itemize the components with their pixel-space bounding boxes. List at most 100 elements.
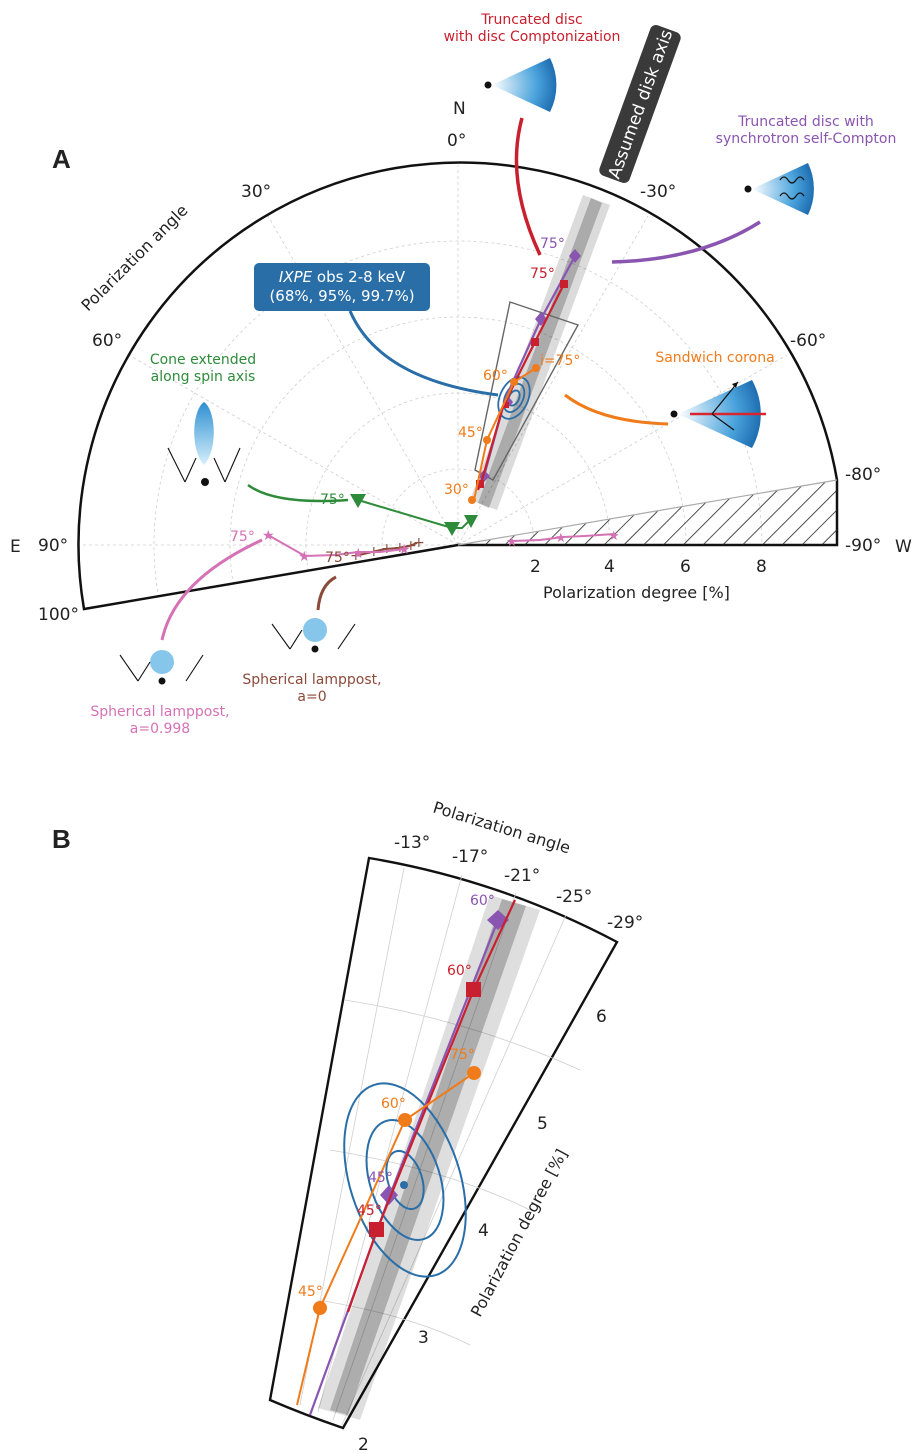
marker-lamp998-a-2: ★	[298, 549, 311, 565]
angle-tick-0: 0°	[447, 131, 466, 151]
b-pd-tick-6: 6	[596, 1007, 607, 1027]
b-pd-tick-3: 3	[418, 1328, 429, 1348]
pointer-cone	[247, 483, 349, 503]
track-cone-a	[357, 499, 471, 529]
b-pd-tick-2: 2	[358, 1435, 369, 1452]
pointer-sandwich	[564, 393, 669, 426]
marker-lamp998-a-4: ★	[398, 542, 411, 558]
panel-a-grid-ring	[381, 468, 535, 559]
marker-cone-a-3	[464, 515, 478, 528]
markers-lamp998-a-right: ★ ★ ★	[506, 529, 620, 550]
ixpe-pointer	[348, 310, 499, 397]
b-pd-tick-4: 4	[478, 1221, 489, 1241]
label-ssc-1: Truncated disc with	[737, 114, 874, 130]
b-annot-orange60: 60°	[381, 1096, 406, 1112]
annot-brown75: 75°	[325, 550, 350, 566]
icon-compt-geometry	[484, 58, 580, 112]
label-lamp998-2: a=0.998	[130, 721, 190, 737]
marker-sandwich-a-75	[532, 364, 540, 372]
marker-lamp0-a-4: +	[394, 540, 406, 556]
marker-sandwich-a-30	[468, 496, 476, 504]
track-lamp998-a	[267, 534, 406, 558]
panel-a-grid	[78, 165, 788, 598]
angle-tick-60: 60°	[92, 331, 122, 351]
annot-pink75: 75°	[230, 529, 255, 545]
icon-lamp998-geometry	[112, 650, 208, 685]
compass-north: N	[453, 99, 466, 119]
marker-lamp0-a-3: +	[381, 541, 393, 557]
b-angle-tick-21: -21°	[504, 866, 540, 886]
label-cone-2: along spin axis	[151, 369, 256, 385]
pd-tick-8: 8	[756, 557, 767, 577]
marker-sandwich-b-45	[313, 1301, 327, 1315]
angle-tick-30: 30°	[241, 182, 271, 202]
panel-a-disk-axis-badge: Assumed disk axis	[599, 25, 681, 183]
marker-sandwich-a-45	[483, 436, 491, 444]
b-annot-red60: 60°	[447, 963, 472, 979]
panel-a: A Assumed disk axis 0° 30° 60° 90° 100° …	[10, 12, 912, 737]
panel-a-grid-ring	[305, 392, 611, 572]
panel-b: B	[52, 798, 643, 1452]
marker-compt-b-45	[369, 1222, 384, 1237]
marker-compt-a-60	[531, 338, 539, 346]
panel-a-xlabel: Polarization degree [%]	[543, 583, 730, 602]
b-pd-tick-5: 5	[537, 1114, 548, 1134]
pd-tick-4: 4	[604, 557, 615, 577]
marker-lamp998-ar-3: ★	[608, 529, 620, 544]
panel-a-label: A	[52, 144, 71, 174]
disk-axis-badge-text: Assumed disk axis	[605, 27, 678, 182]
ixpe-center-b	[400, 1181, 408, 1189]
b-angle-tick-29: -29°	[607, 913, 643, 933]
panel-b-disk-axis-core	[330, 899, 526, 1415]
ixpe-italic: IXPE	[279, 268, 313, 286]
compass-east: E	[10, 537, 21, 557]
marker-sandwich-b-75	[467, 1066, 481, 1080]
angle-tick-m60: -60°	[790, 331, 826, 351]
compass-west: W	[895, 537, 912, 557]
panel-a-disk-axis-band-shape	[470, 195, 610, 510]
label-cone-1: Cone extended	[150, 352, 256, 368]
panel-a-hatch-edge	[457, 479, 838, 546]
annot-orange45: 45°	[458, 425, 483, 441]
marker-lamp998-a-3: ★	[352, 546, 365, 562]
panel-a-disk-axis-band-core	[478, 198, 602, 508]
icon-lamp0-geometry	[266, 618, 360, 653]
angle-tick-m80: -80°	[845, 465, 881, 485]
marker-compt-a-45	[503, 402, 509, 408]
marker-cone-a-2	[444, 522, 460, 536]
marker-lamp998-ar-2: ★	[555, 531, 567, 546]
icon-sandwich-geometry	[670, 380, 766, 448]
track-lamp998-a-right	[511, 533, 615, 542]
track-compt-b	[346, 899, 516, 1313]
marker-lamp0-a-1: +	[350, 548, 362, 564]
b-annot-red45: 45°	[357, 1203, 382, 1219]
panel-a-angle-title: Polarization angle	[77, 201, 191, 315]
annot-orange-i75: i=75°	[540, 353, 580, 369]
panel-b-disk-axis-band	[318, 895, 540, 1420]
panel-b-wedge	[268, 856, 619, 1430]
label-compt-2: with disc Comptonization	[444, 29, 621, 45]
marker-lamp998-a-1: ★	[262, 528, 275, 544]
icon-cone-geometry	[155, 402, 250, 486]
marker-compt-a-75	[560, 280, 568, 288]
b-annot-orange75: 75°	[450, 1047, 475, 1063]
ixpe-line1: IXPE obs 2-8 keV	[279, 268, 406, 286]
ixpe-line1-rest: obs 2-8 keV	[312, 268, 406, 286]
annot-orange60: 60°	[483, 368, 508, 384]
marker-sandwich-a-60	[510, 378, 518, 386]
label-sandwich: Sandwich corona	[655, 350, 774, 366]
marker-lamp0-a-5: +	[405, 538, 417, 554]
b-angle-tick-13: -13°	[394, 833, 430, 853]
marker-sandwich-b-60	[398, 1113, 412, 1127]
panel-b-label: B	[52, 824, 71, 854]
b-angle-tick-17: -17°	[452, 847, 488, 867]
ixpe-label-box: IXPE obs 2-8 keV (68%, 95%, 99.7%)	[254, 263, 430, 311]
annot-orange30: 30°	[444, 482, 469, 498]
panel-a-grid-ring	[229, 316, 687, 585]
ixpe-line2: (68%, 95%, 99.7%)	[269, 287, 414, 305]
panel-a-outer-boundary	[77, 161, 839, 611]
pointer-lamp998	[160, 538, 263, 641]
marker-ssc-a-75	[569, 249, 581, 263]
markers-lamp998-a: ★ ★ ★ ★	[262, 528, 411, 565]
marker-cone-a-75	[350, 494, 366, 508]
